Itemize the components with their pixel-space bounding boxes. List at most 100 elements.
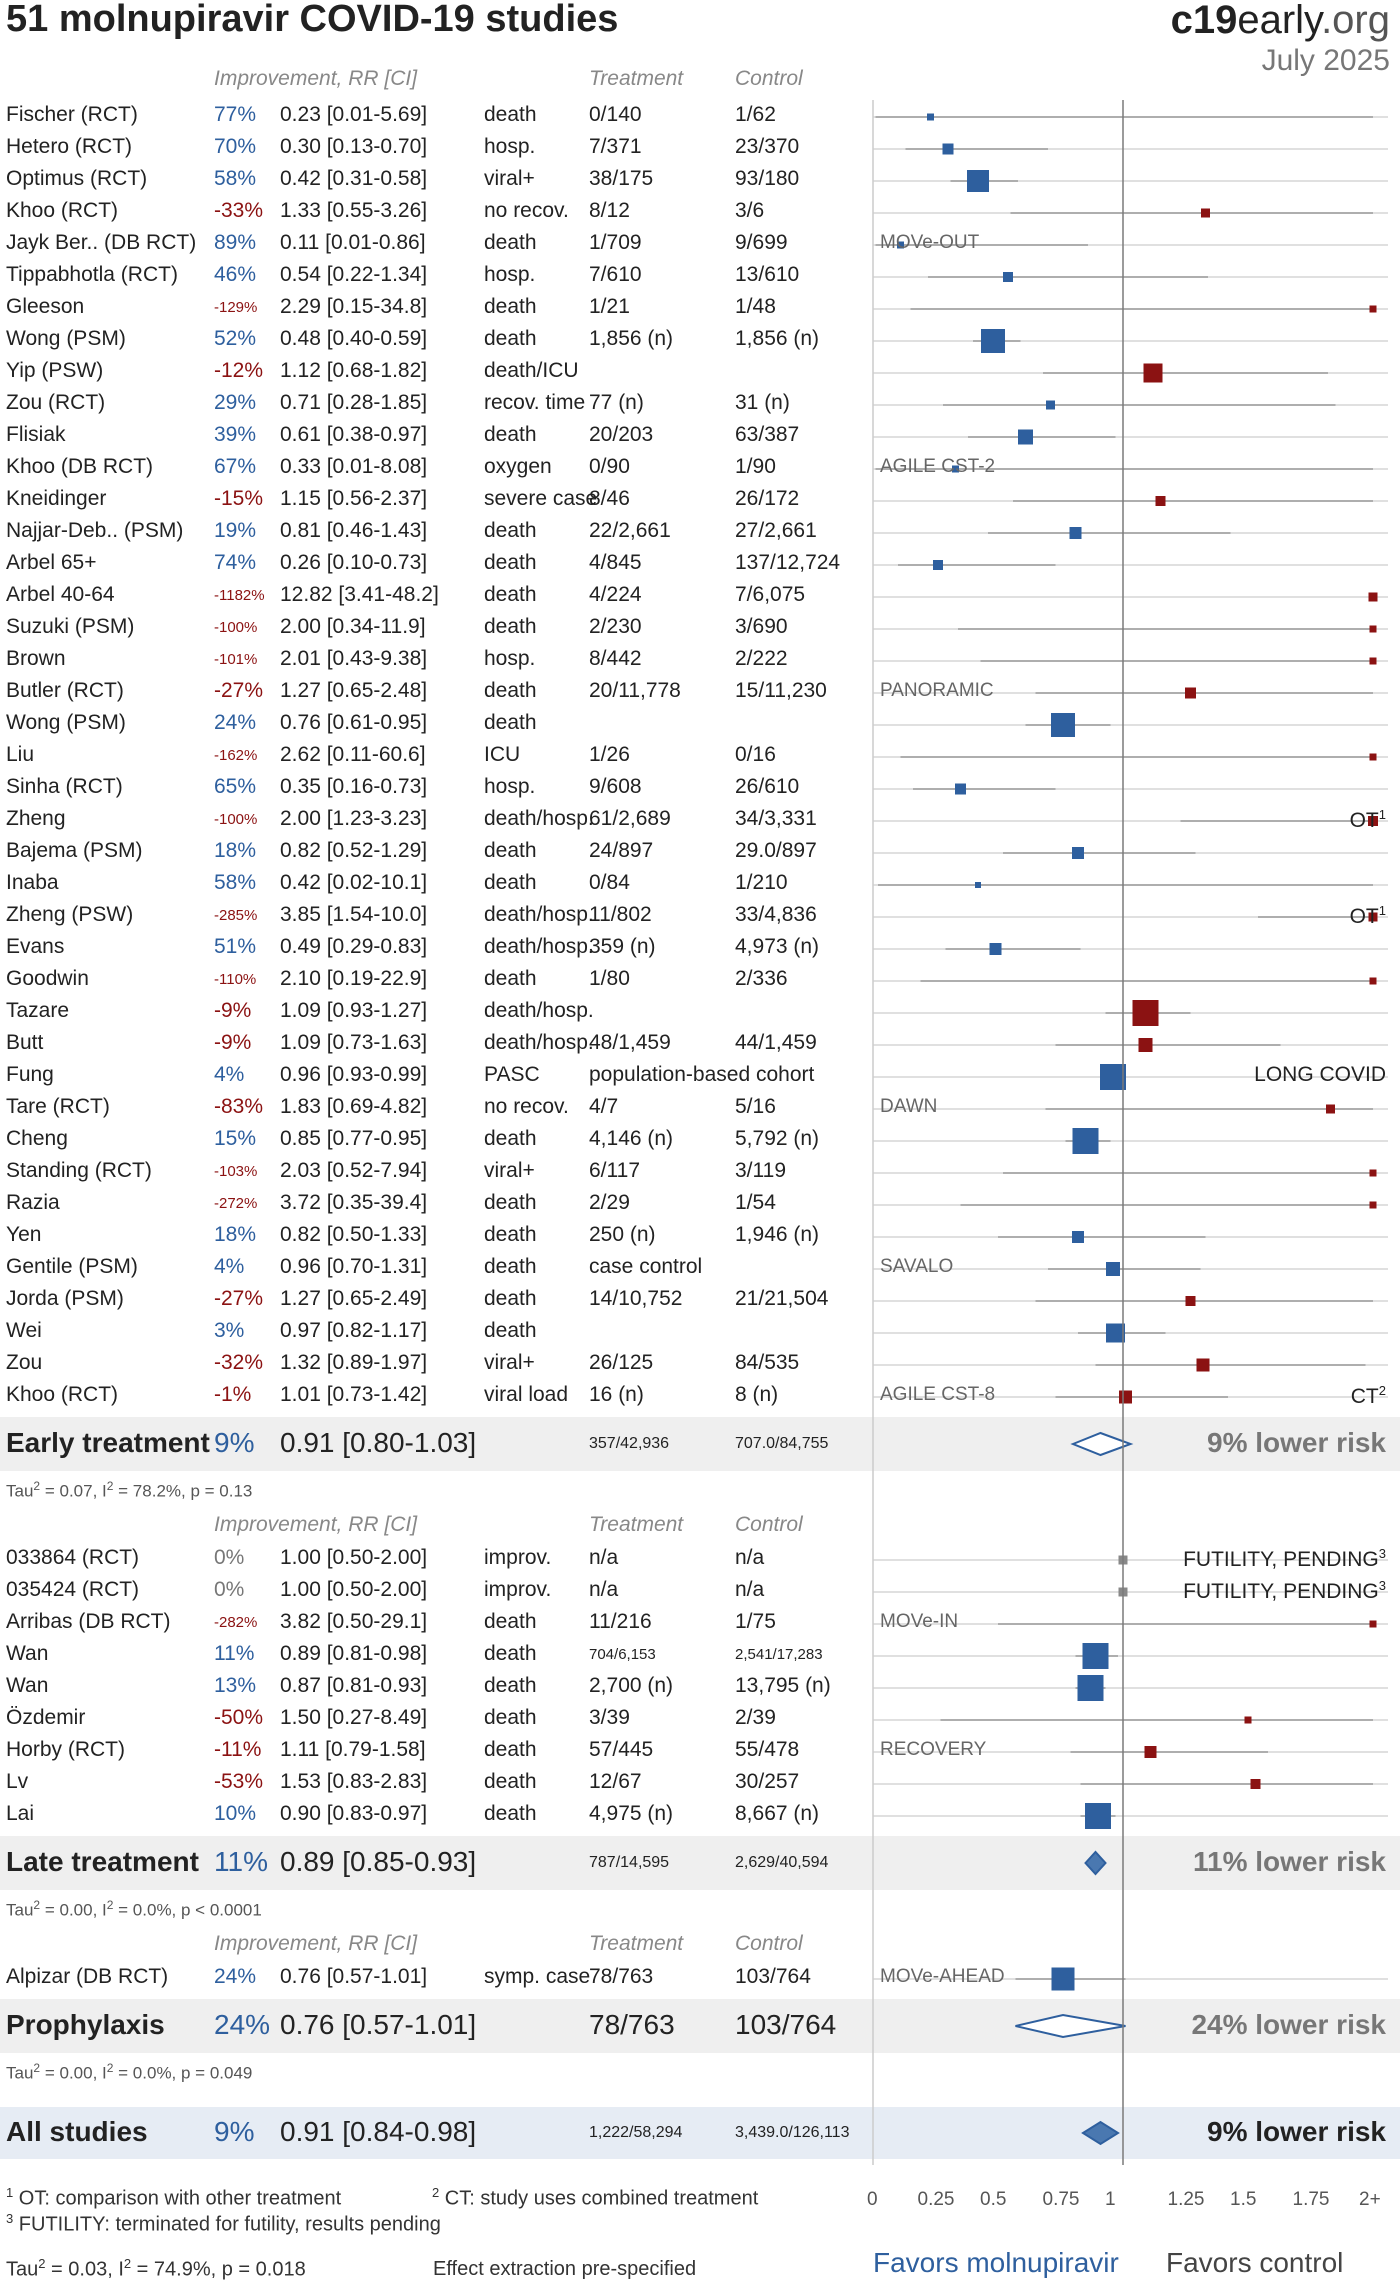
study-label: Standing (RCT)	[6, 1159, 152, 1182]
study-control-count: 1/210	[735, 871, 788, 894]
study-improvement: -1%	[214, 1383, 252, 1406]
study-control-count: 3/690	[735, 615, 788, 638]
study-trial-tag: PANORAMIC	[880, 680, 994, 701]
study-treatment-count: 4/224	[589, 583, 642, 606]
study-outcome: death	[484, 1738, 537, 1761]
study-rr: 0.82 [0.52-1.29]	[280, 839, 428, 862]
axis-tick-label: 0.75	[1042, 2189, 1080, 2210]
study-treatment-count: 1/26	[589, 743, 630, 766]
study-outcome: recov. time	[484, 391, 586, 414]
study-treatment-count: 1/80	[589, 967, 630, 990]
study-treatment-count: 78/763	[589, 1965, 654, 1988]
het-tau: Tau	[6, 1900, 34, 1920]
summary-treatment-count: 787/14,595	[589, 1854, 670, 1871]
study-treatment-count: 38/175	[589, 167, 654, 190]
point-estimate-marker	[1369, 1201, 1377, 1209]
summary-improvement: 24%	[214, 2009, 271, 2040]
point-estimate-marker	[897, 241, 904, 249]
summary-diamond	[1084, 1850, 1107, 1876]
het-sup2: 2	[106, 1479, 114, 1493]
study-outcome: death/hosp.	[484, 999, 594, 1022]
study-treatment-count: 2/230	[589, 615, 642, 638]
study-treatment-count: 3/39	[589, 1706, 630, 1729]
study-label: Bajema (PSM)	[6, 839, 143, 862]
study-improvement: -33%	[214, 199, 264, 222]
study-control-count: 26/610	[735, 775, 800, 798]
study-improvement: 51%	[214, 935, 257, 958]
study-control-count: 55/478	[735, 1738, 800, 1761]
study-control-count: 1/48	[735, 295, 776, 318]
study-outcome: death	[484, 231, 537, 254]
axis-tick-label: 1.5	[1230, 2189, 1257, 2210]
study-treatment-count: 6/117	[589, 1159, 640, 1182]
study-label: Arbel 40-64	[6, 583, 115, 606]
study-trial-tag: AGILE CST-2	[880, 456, 996, 477]
study-label: Jayk Ber.. (DB RCT)	[6, 231, 197, 254]
study-outcome: death	[484, 839, 537, 862]
het-tau_val: = 0.07, I	[40, 1481, 107, 1501]
study-right-tag-mark: 3	[1378, 1546, 1386, 1561]
summary-band	[0, 1836, 1400, 1890]
header-treatment: Treatment	[589, 1513, 684, 1536]
study-outcome: no recov.	[484, 199, 569, 222]
study-treatment-count: 14/10,752	[589, 1287, 683, 1310]
study-treatment-count: 0/90	[589, 455, 630, 478]
study-improvement: 29%	[214, 391, 257, 414]
group-heterogeneity: Tau2 = 0.00, I2 = 0.0%, p = 0.049	[6, 2061, 252, 2084]
study-control-count: 93/180	[735, 167, 800, 190]
summary-treatment-count: 1,222/58,294	[589, 2124, 683, 2141]
study-improvement: 58%	[214, 871, 257, 894]
study-rr: 0.71 [0.28-1.85]	[280, 391, 428, 414]
brand-logo[interactable]: c19early.org	[1171, 0, 1390, 43]
axis-tick-label: 0	[867, 2189, 878, 2210]
study-improvement: -1182%	[214, 587, 265, 604]
study-rr: 1.11 [0.79-1.58]	[280, 1738, 426, 1761]
study-improvement: 13%	[214, 1674, 257, 1697]
axis-tick-label: 0.5	[980, 2189, 1007, 2210]
study-improvement: 89%	[214, 231, 257, 254]
study-control-count: 1/90	[735, 455, 776, 478]
het-tau-val: = 0.03, I	[45, 2258, 124, 2281]
point-estimate-marker	[1082, 1643, 1109, 1669]
study-rr: 2.62 [0.11-60.6]	[280, 743, 426, 766]
study-treatment-count: n/a	[589, 1578, 619, 1601]
footnote-2: 2 CT: study uses combined treatment	[432, 2185, 758, 2211]
point-estimate-marker	[1100, 1064, 1126, 1090]
study-treatment-count: 2/29	[589, 1191, 630, 1214]
study-improvement: -282%	[214, 1614, 258, 1631]
study-improvement: 39%	[214, 423, 257, 446]
study-rr: 0.11 [0.01-0.86]	[280, 231, 426, 254]
study-rr: 1.00 [0.50-2.00]	[280, 1578, 428, 1601]
study-outcome: death	[484, 327, 537, 350]
summary-rr: 0.89 [0.85-0.93]	[280, 1846, 477, 1877]
study-label: Fung	[6, 1063, 54, 1086]
summary-rr: 0.76 [0.57-1.01]	[280, 2009, 477, 2040]
footnote-2-text: CT: study uses combined treatment	[439, 2187, 759, 2210]
study-right-tag-mark: 1	[1378, 903, 1386, 918]
footnote-1: 1 OT: comparison with other treatment	[6, 2185, 341, 2211]
study-outcome: death	[484, 103, 537, 126]
point-estimate-marker	[1369, 1620, 1377, 1628]
het-rest: = 0.0%, p = 0.049	[113, 2063, 253, 2083]
study-label: Evans	[6, 935, 65, 958]
study-rr: 0.48 [0.40-0.59]	[280, 327, 428, 350]
study-control-count: 8 (n)	[735, 1383, 779, 1406]
study-outcome: viral+	[484, 1351, 535, 1374]
point-estimate-marker	[1018, 429, 1033, 445]
point-estimate-marker	[1143, 363, 1163, 383]
study-rr: 0.42 [0.31-0.58]	[280, 167, 428, 190]
study-improvement: -83%	[214, 1095, 264, 1118]
summary-label: All studies	[6, 2116, 148, 2147]
study-rr: 1.50 [0.27-8.49]	[280, 1706, 428, 1729]
footnote-2-mark: 2	[432, 2185, 440, 2200]
study-rr: 1.00 [0.50-2.00]	[280, 1546, 428, 1569]
study-rr: 0.87 [0.81-0.93]	[280, 1674, 428, 1697]
study-outcome: death	[484, 1770, 537, 1793]
footnote-1-mark: 1	[6, 2185, 14, 2200]
study-treatment-count: 57/445	[589, 1738, 654, 1761]
study-rr: 0.33 [0.01-8.08]	[280, 455, 428, 478]
study-control-count: 8,667 (n)	[735, 1802, 820, 1825]
point-estimate-marker	[933, 560, 943, 570]
summary-risk-label: 9% lower risk	[1207, 2116, 1386, 2147]
study-outcome: viral load	[484, 1383, 569, 1406]
